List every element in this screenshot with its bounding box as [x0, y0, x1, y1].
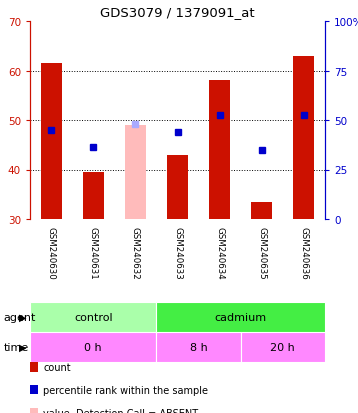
Text: GSM240630: GSM240630	[47, 226, 55, 279]
Bar	[30, 302, 156, 332]
Bar	[83, 173, 104, 219]
Bar	[167, 155, 188, 219]
Text: cadmium: cadmium	[215, 312, 267, 322]
Bar	[251, 202, 272, 219]
Bar	[40, 64, 62, 219]
Text: control: control	[74, 312, 112, 322]
Bar	[241, 332, 325, 362]
Text: 20 h: 20 h	[271, 342, 295, 352]
Text: 0 h: 0 h	[84, 342, 102, 352]
Text: value, Detection Call = ABSENT: value, Detection Call = ABSENT	[43, 408, 198, 413]
Text: GSM240632: GSM240632	[131, 226, 140, 279]
Text: 8 h: 8 h	[190, 342, 207, 352]
Text: GSM240634: GSM240634	[215, 226, 224, 279]
Text: agent: agent	[4, 312, 36, 322]
Bar	[30, 332, 156, 362]
Bar	[156, 332, 241, 362]
Title: GDS3079 / 1379091_at: GDS3079 / 1379091_at	[100, 7, 255, 19]
Text: ▶: ▶	[19, 342, 26, 352]
Bar	[294, 57, 314, 219]
Text: time: time	[4, 342, 29, 352]
Bar	[156, 302, 325, 332]
Bar	[125, 126, 146, 219]
Text: GSM240636: GSM240636	[299, 226, 309, 279]
Text: GSM240633: GSM240633	[173, 226, 182, 279]
Text: percentile rank within the sample: percentile rank within the sample	[43, 385, 208, 395]
Text: count: count	[43, 362, 71, 372]
Bar	[209, 81, 230, 219]
Text: GSM240631: GSM240631	[89, 226, 98, 279]
Text: ▶: ▶	[19, 312, 26, 322]
Text: GSM240635: GSM240635	[257, 226, 266, 279]
